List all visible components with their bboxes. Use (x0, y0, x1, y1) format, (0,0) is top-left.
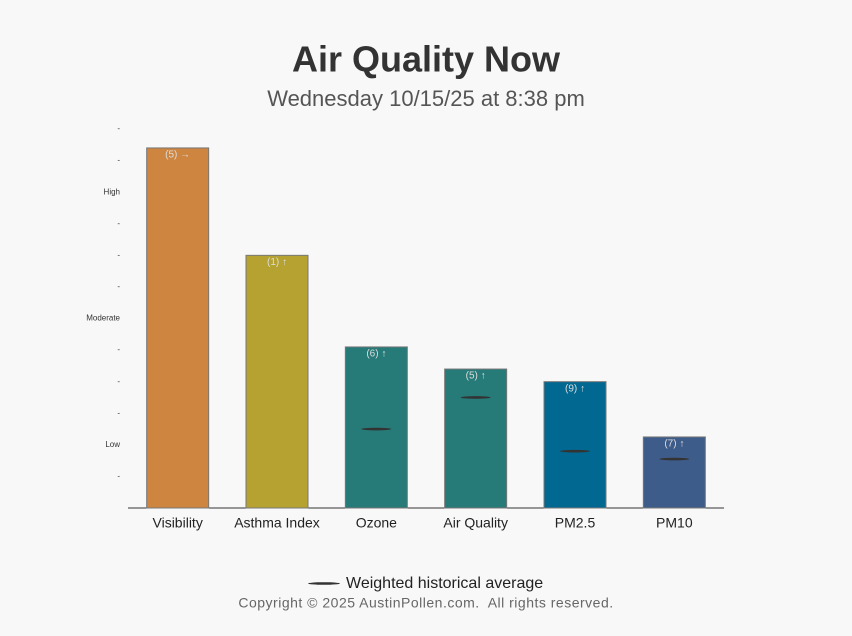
x-tick-label: PM10 (656, 515, 693, 531)
average-marker (560, 449, 590, 453)
y-tick-label: High (104, 187, 120, 196)
y-tick-label: - (117, 250, 120, 259)
average-marker (460, 396, 491, 399)
bar (444, 368, 508, 509)
y-tick-label: - (117, 377, 120, 386)
chart-subtitle: Wednesday 10/15/25 at 8:38 pm (267, 86, 585, 111)
bar-label: (6) ↑ (366, 349, 386, 360)
footer: Copyright © 2025 AustinPollen.com. All r… (238, 595, 613, 611)
y-tick-label: - (117, 156, 120, 165)
bar-label: (1) ↑ (267, 257, 287, 268)
y-tick-label: - (117, 345, 120, 354)
y-tick-label: Low (105, 440, 120, 449)
x-tick-label: Ozone (356, 515, 397, 531)
y-tick-label: - (117, 472, 120, 481)
legend-swatch (308, 582, 340, 585)
x-tick-label: Visibility (153, 515, 203, 531)
y-tick-label: Moderate (86, 314, 120, 323)
y-tick-label: - (117, 282, 120, 291)
x-tick-label: Asthma Index (234, 515, 320, 531)
bar (245, 254, 309, 509)
bar (543, 381, 607, 509)
bar-label: (5) → (165, 150, 190, 161)
bar-label: (5) ↑ (466, 371, 486, 382)
average-marker (659, 457, 690, 461)
bar (642, 436, 706, 509)
chart-title: Air Quality Now (292, 39, 561, 80)
bar (344, 346, 408, 509)
y-tick-label: - (117, 408, 120, 417)
bar-label: (7) ↑ (664, 439, 684, 450)
bar-label: (9) ↑ (565, 383, 585, 394)
x-tick-label: Air Quality (443, 515, 508, 531)
legend-label: Weighted historical average (346, 575, 543, 592)
average-marker (361, 427, 392, 431)
y-tick-label: - (117, 219, 120, 228)
y-tick-label: - (117, 124, 120, 133)
bar (146, 147, 210, 509)
x-tick-label: PM2.5 (555, 515, 596, 531)
